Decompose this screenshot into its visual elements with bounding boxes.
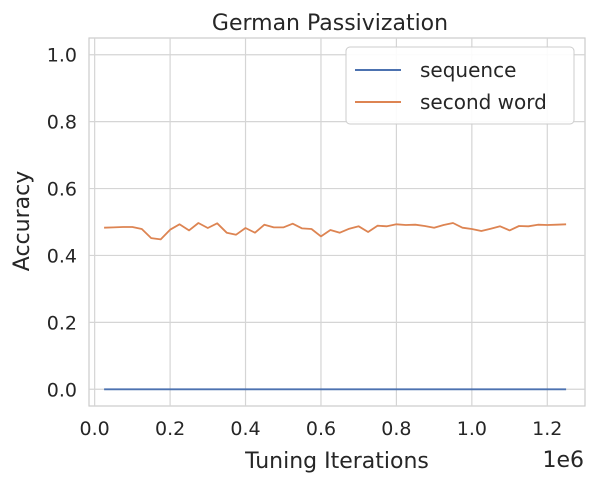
x-axis-offset-label: 1e6 <box>542 448 584 473</box>
y-tick-label: 0.4 <box>47 245 77 267</box>
x-tick-label: 0.2 <box>155 418 185 440</box>
x-tick-label: 0.0 <box>80 418 110 440</box>
y-axis-label: Accuracy <box>10 171 35 271</box>
x-tick-label: 1.0 <box>457 418 487 440</box>
tick-labels: 0.0 0.2 0.4 0.6 0.8 1.0 1.2 0.0 0.2 0.4 0.6 0.8 1.0 <box>47 45 563 440</box>
grid-lines <box>89 38 585 406</box>
x-tick-label: 0.4 <box>230 418 260 440</box>
y-tick-label: 0.2 <box>47 312 77 334</box>
series-line-second-word <box>104 222 567 241</box>
chart-title: German Passivization <box>212 11 448 36</box>
y-tick-label: 0.0 <box>47 379 77 401</box>
y-tick-label: 1.0 <box>47 45 77 67</box>
x-axis-label: Tuning Iterations <box>244 449 429 474</box>
y-tick-label: 0.8 <box>47 112 77 134</box>
series-lines <box>104 222 567 391</box>
legend: sequence second word <box>345 46 575 125</box>
legend-label-sequence: sequence <box>420 58 516 82</box>
legend-box <box>345 46 575 125</box>
x-tick-label: 0.8 <box>381 418 411 440</box>
x-tick-label: 1.2 <box>532 418 562 440</box>
y-tick-label: 0.6 <box>47 179 77 201</box>
legend-label-second-word: second word <box>420 90 547 114</box>
x-tick-label: 0.6 <box>306 418 336 440</box>
